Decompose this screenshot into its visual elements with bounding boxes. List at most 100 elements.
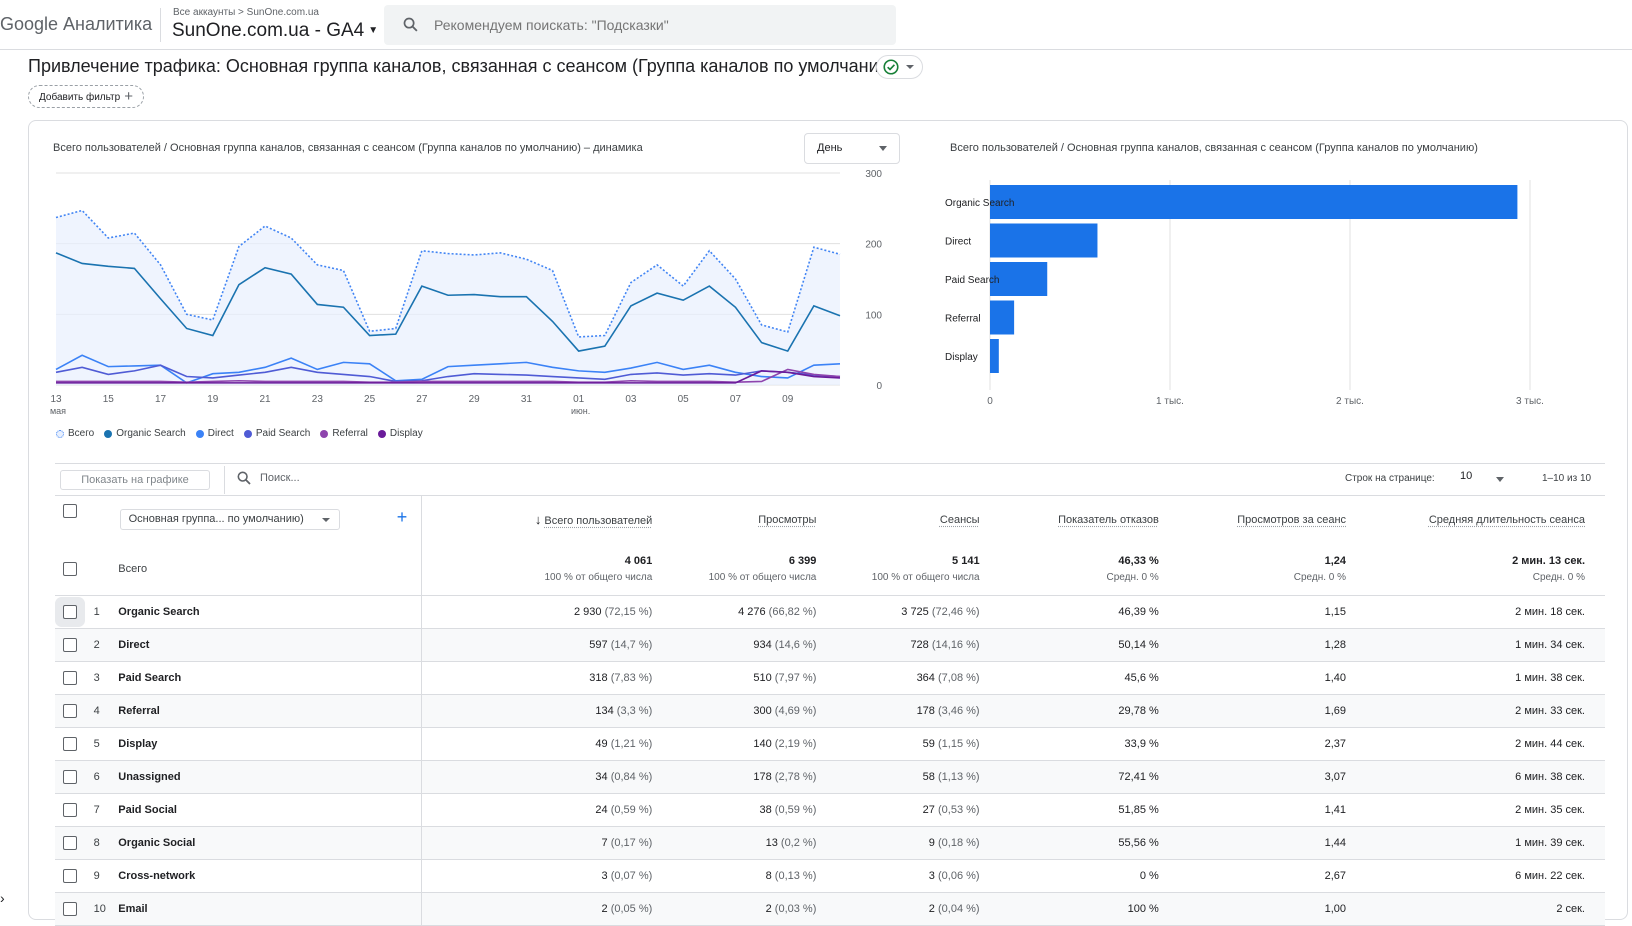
top-bar: Google Аналитика Все аккаунты > SunOne.c…	[0, 0, 1632, 50]
row-checkbox[interactable]	[63, 671, 77, 685]
table-body: 1 Organic Search 2 930 (72,15 %) 4 276 (66,…	[55, 596, 1605, 926]
total-sessions-sub: 100 % от общего числа	[826, 572, 979, 583]
add-filter-button[interactable]: Добавить фильтр +	[28, 85, 144, 108]
account-selector[interactable]: SunOne.com.ua - GA4 ▼	[172, 20, 378, 42]
row-checkbox[interactable]	[63, 803, 77, 817]
col-header-views[interactable]: Просмотры	[758, 514, 816, 526]
granularity-select[interactable]: День	[804, 133, 900, 164]
header-cell: Средняя длительность сеанса	[1356, 496, 1605, 544]
row-avg-duration: 6 мин. 22 сек.	[1356, 860, 1605, 893]
row-checkbox[interactable]	[63, 605, 77, 619]
row-channel-name[interactable]: Referral	[118, 695, 421, 728]
chevron-right-icon[interactable]: ›	[0, 890, 5, 906]
x-tick-label: 3 тыс.	[1516, 396, 1544, 407]
bar	[990, 224, 1097, 258]
x-tick-label: 0	[987, 396, 993, 407]
select-all-checkbox[interactable]	[63, 504, 77, 518]
users-pct: (0,05 %)	[611, 903, 653, 915]
search-icon	[236, 470, 252, 486]
table-row[interactable]: 10 Email 2 (0,05 %) 2 (0,03 %) 2 (0,04 %) 100…	[55, 893, 1605, 926]
row-cell	[55, 695, 86, 728]
row-checkbox[interactable]	[63, 902, 77, 916]
x-tick-label: 17	[155, 394, 167, 405]
row-checkbox[interactable]	[63, 770, 77, 784]
legend-item[interactable]: Direct	[196, 428, 234, 439]
legend-item[interactable]: Display	[378, 428, 423, 439]
total-views-per-session-sub: Средн. 0 %	[1169, 572, 1346, 583]
account-breadcrumb[interactable]: Все аккаунты > SunOne.com.ua	[173, 7, 319, 18]
row-views: 2 (0,03 %)	[662, 893, 826, 926]
row-sessions: 2 (0,04 %)	[826, 893, 989, 926]
caret-down-icon	[322, 518, 330, 522]
row-index: 8	[86, 827, 119, 860]
table-row[interactable]: 9 Cross-network 3 (0,07 %) 8 (0,13 %) 3 (0,0…	[55, 860, 1605, 893]
row-channel-name[interactable]: Paid Social	[118, 794, 421, 827]
global-search[interactable]	[384, 5, 896, 45]
plot-rows-button[interactable]: Показать на графике	[60, 470, 210, 490]
row-checkbox[interactable]	[63, 737, 77, 751]
legend-item[interactable]: Всего	[56, 428, 94, 439]
dimension-select[interactable]: Основная группа... по умолчанию)	[120, 509, 340, 530]
views-pct: (2,19 %)	[775, 738, 817, 750]
totals-checkbox[interactable]	[63, 562, 77, 576]
search-input[interactable]	[434, 5, 874, 45]
users-value: 34	[595, 771, 607, 783]
table-row[interactable]: 1 Organic Search 2 930 (72,15 %) 4 276 (66,…	[55, 596, 1605, 629]
row-cell	[55, 629, 86, 662]
table-row[interactable]: 6 Unassigned 34 (0,84 %) 178 (2,78 %) 58 (1,…	[55, 761, 1605, 794]
rows-per-page-select[interactable]: 10	[1460, 470, 1506, 490]
table-row[interactable]: 8 Organic Social 7 (0,17 %) 13 (0,2 %) 9 (0,…	[55, 827, 1605, 860]
col-header-avg-duration[interactable]: Средняя длительность сеанса	[1429, 514, 1585, 526]
users-value: 318	[589, 672, 607, 684]
x-tick-label: 07	[730, 394, 742, 405]
row-users: 34 (0,84 %)	[422, 761, 663, 794]
legend-label: Display	[390, 428, 423, 439]
sessions-pct: (3,46 %)	[938, 705, 980, 717]
table-row[interactable]: 5 Display 49 (1,21 %) 140 (2,19 %) 59 (1,15 …	[55, 728, 1605, 761]
table-row[interactable]: 2 Direct 597 (14,7 %) 934 (14,6 %) 728 (14,1…	[55, 629, 1605, 662]
table-row[interactable]: 7 Paid Social 24 (0,59 %) 38 (0,59 %) 27 (0,…	[55, 794, 1605, 827]
x-tick-label: 27	[416, 394, 428, 405]
col-header-sessions[interactable]: Сеансы	[940, 514, 980, 526]
row-sessions: 27 (0,53 %)	[826, 794, 989, 827]
sort-down-icon[interactable]: ↓	[535, 512, 542, 527]
row-channel-name[interactable]: Display	[118, 728, 421, 761]
sessions-value: 9	[929, 837, 935, 849]
row-channel-name[interactable]: Direct	[118, 629, 421, 662]
col-header-users[interactable]: Всего пользователей	[544, 515, 652, 527]
row-checkbox[interactable]	[63, 704, 77, 718]
row-channel-name[interactable]: Email	[118, 893, 421, 926]
add-dimension-icon[interactable]: +	[397, 507, 408, 528]
row-channel-name[interactable]: Unassigned	[118, 761, 421, 794]
granularity-value: День	[817, 142, 842, 154]
x-tick-label: 13	[50, 394, 62, 405]
row-checkbox[interactable]	[63, 836, 77, 850]
brand-logo[interactable]: Google Аналитика	[0, 14, 152, 35]
header-cell	[55, 496, 86, 544]
legend-item[interactable]: Referral	[320, 428, 368, 439]
total-area	[56, 210, 840, 385]
row-channel-name[interactable]: Cross-network	[118, 860, 421, 893]
row-sessions: 3 (0,06 %)	[826, 860, 989, 893]
row-channel-name[interactable]: Organic Social	[118, 827, 421, 860]
views-value: 2	[766, 903, 772, 915]
legend-item[interactable]: Organic Search	[104, 428, 185, 439]
data-table: Основная группа... по умолчанию) + ↓ Все…	[55, 495, 1605, 926]
col-header-bounce[interactable]: Показатель отказов	[1058, 514, 1159, 526]
row-checkbox[interactable]	[63, 638, 77, 652]
x-tick-label: 31	[521, 394, 533, 405]
x-tick-label: 09	[782, 394, 794, 405]
x-tick-label: 01	[573, 394, 585, 405]
report-status-menu[interactable]	[876, 55, 923, 79]
table-row[interactable]: 4 Referral 134 (3,3 %) 300 (4,69 %) 178 (3,4…	[55, 695, 1605, 728]
row-channel-name[interactable]: Paid Search	[118, 662, 421, 695]
users-value: 597	[589, 639, 607, 651]
views-value: 38	[759, 804, 771, 816]
legend-item[interactable]: Paid Search	[244, 428, 310, 439]
table-row[interactable]: 3 Paid Search 318 (7,83 %) 510 (7,97 %) 364 …	[55, 662, 1605, 695]
col-header-views-per-session[interactable]: Просмотров за сеанс	[1237, 514, 1346, 526]
row-channel-name[interactable]: Organic Search	[118, 596, 421, 629]
row-bounce: 0 %	[990, 860, 1169, 893]
row-avg-duration: 2 мин. 44 сек.	[1356, 728, 1605, 761]
row-checkbox[interactable]	[63, 869, 77, 883]
